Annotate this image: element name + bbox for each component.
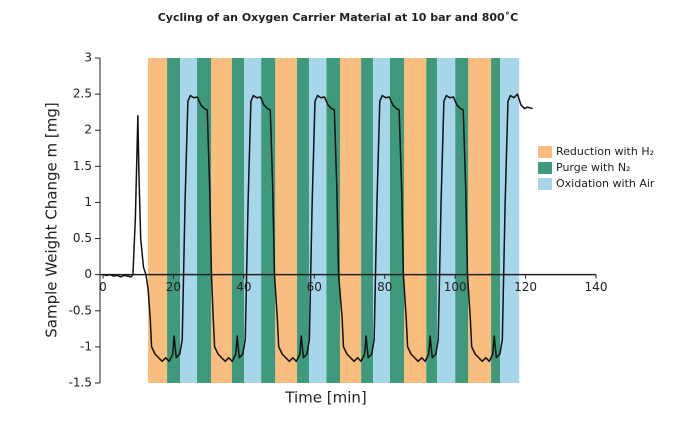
phase-band [404, 58, 427, 383]
x-axis-label: Time [min] [284, 389, 366, 407]
x-tick-label: 80 [377, 280, 392, 294]
phase-band [148, 58, 168, 383]
phase-band [468, 58, 492, 383]
legend-swatch [538, 162, 552, 174]
chart-title: Cycling of an Oxygen Carrier Material at… [158, 11, 519, 24]
phase-band [167, 58, 181, 383]
x-tick-label: 0 [99, 280, 107, 294]
phase-band [500, 58, 520, 383]
y-axis-label: Sample Weight Change m [mg] [43, 102, 61, 337]
phase-band [491, 58, 501, 383]
phase-band [180, 58, 198, 383]
y-tick-label: 2 [84, 123, 92, 137]
phase-band [275, 58, 298, 383]
phase-band [437, 58, 456, 383]
y-tick-label: -1 [80, 339, 92, 353]
phase-band [297, 58, 310, 383]
legend-swatch [538, 146, 552, 158]
phase-band [211, 58, 232, 383]
phase-band [373, 58, 390, 383]
y-tick-label: 0 [84, 267, 92, 281]
phase-band [197, 58, 212, 383]
y-tick-label: -1.5 [69, 376, 92, 390]
y-tick-label: 2.5 [73, 87, 92, 101]
legend-label: Reduction with H₂ [556, 145, 654, 158]
x-tick-label: 60 [307, 280, 322, 294]
y-tick-label: 1 [84, 195, 92, 209]
x-tick-label: 100 [444, 280, 467, 294]
phase-band [361, 58, 374, 383]
y-tick-label: -0.5 [69, 303, 92, 317]
x-tick-label: 120 [514, 280, 537, 294]
legend-label: Oxidation with Air [556, 177, 655, 190]
data-line [102, 93, 533, 363]
x-tick-label: 40 [236, 280, 251, 294]
x-tick-label: 20 [166, 280, 181, 294]
y-tick-label: 1.5 [73, 159, 92, 173]
legend-label: Purge with N₂ [556, 161, 630, 174]
phase-band [231, 58, 245, 383]
phase-band [244, 58, 262, 383]
y-tick-label: 0.5 [73, 231, 92, 245]
phase-band [339, 58, 362, 383]
phase-band [426, 58, 438, 383]
x-tick-label: 140 [585, 280, 608, 294]
legend-swatch [538, 178, 552, 190]
y-tick-label: 3 [84, 51, 92, 65]
phase-band [326, 58, 340, 383]
